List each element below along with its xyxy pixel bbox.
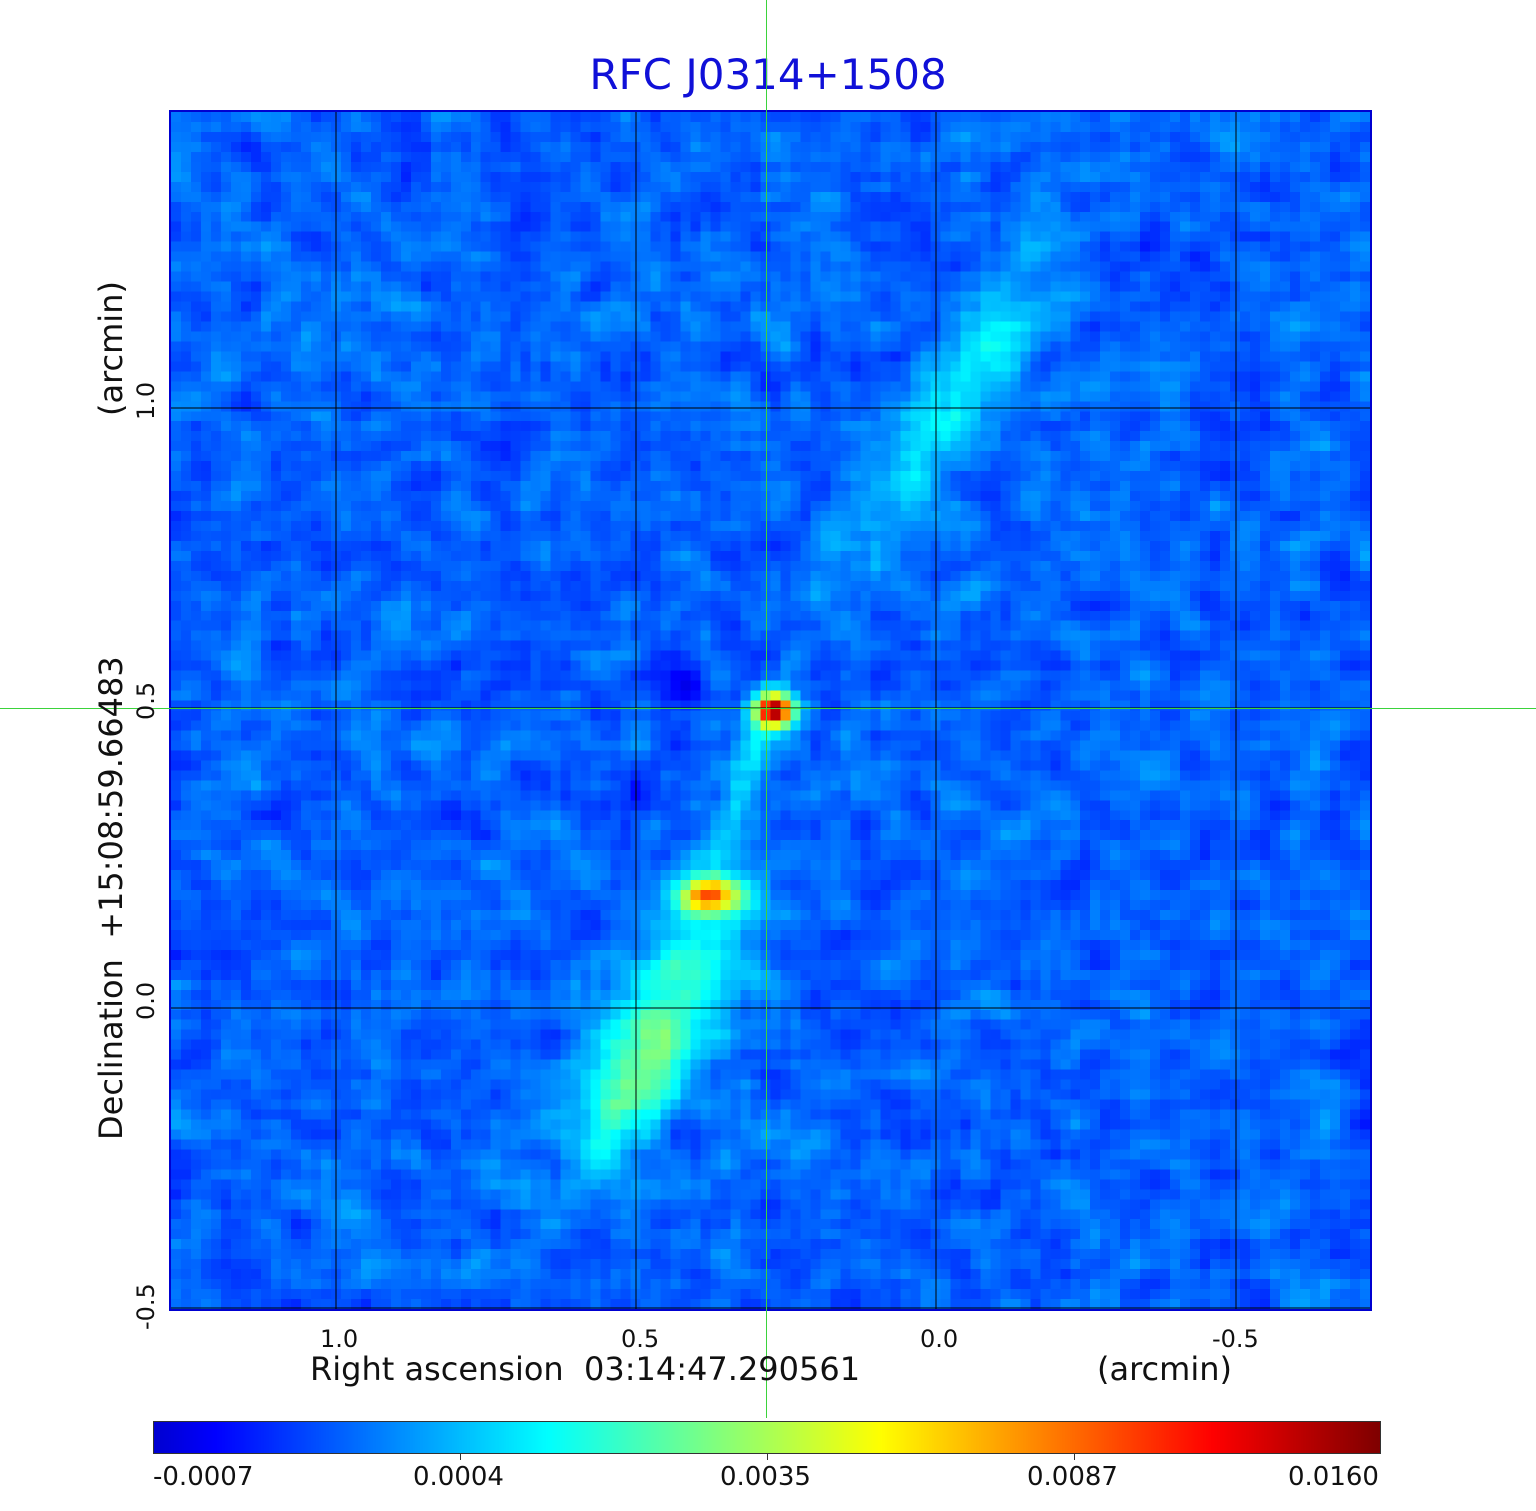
colorbar	[153, 1421, 1381, 1454]
radio-image-frame[interactable]	[169, 110, 1372, 1311]
y-tick-label: 0.5	[132, 681, 160, 720]
x-tick-label: -0.5	[1212, 1325, 1259, 1353]
radio-intensity-map[interactable]	[171, 112, 1370, 1309]
crosshair-horizontal	[0, 708, 1536, 709]
image-title: RFC J0314+1508	[589, 50, 947, 99]
crosshair-vertical	[766, 0, 767, 1418]
colorbar-tick-label: 0.0087	[1027, 1462, 1118, 1492]
y-tick-label: 0.0	[132, 981, 160, 1020]
colorbar-tick-mark	[767, 1454, 768, 1460]
colorbar-tick-mark	[1074, 1454, 1075, 1460]
x-axis-unit: (arcmin)	[1097, 1350, 1232, 1388]
colorbar-tick-label: 0.0160	[1288, 1462, 1379, 1492]
coordinate-grid	[171, 112, 1370, 1309]
y-tick-label: 1.0	[132, 381, 160, 420]
x-tick-label: 0.0	[920, 1325, 959, 1353]
y-tick-label: -0.5	[132, 1283, 160, 1330]
x-tick-label: 0.5	[621, 1325, 660, 1353]
colorbar-tick-label: 0.0004	[413, 1462, 504, 1492]
colorbar-tick-mark	[460, 1454, 461, 1460]
y-axis-label: Declination +15:08:59.66483	[92, 656, 130, 1140]
x-axis-label: Right ascension 03:14:47.290561	[310, 1350, 861, 1388]
colorbar-tick-label: 0.0035	[720, 1462, 811, 1492]
x-tick-label: 1.0	[320, 1325, 359, 1353]
colorbar-tick-label: -0.0007	[153, 1462, 254, 1492]
y-axis-unit: (arcmin)	[92, 281, 130, 416]
